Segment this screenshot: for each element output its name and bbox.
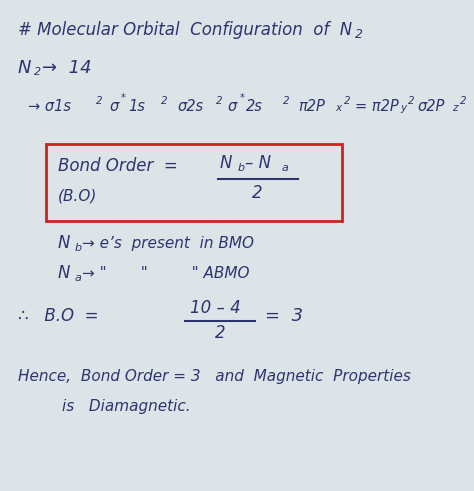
Text: 2: 2 [34, 67, 41, 77]
Text: 2: 2 [283, 96, 290, 106]
Text: a: a [282, 163, 289, 173]
Text: *: * [240, 93, 245, 103]
Text: # Molecular Orbital  Configuration  of  N: # Molecular Orbital Configuration of N [18, 21, 352, 39]
Text: = π2P: = π2P [355, 99, 399, 113]
Text: σ: σ [228, 99, 237, 113]
Text: σ2s: σ2s [178, 99, 204, 113]
Text: Bond Order  =: Bond Order = [58, 157, 178, 175]
Text: N: N [58, 234, 70, 252]
Text: – N: – N [245, 154, 271, 172]
Text: N: N [18, 59, 31, 77]
Text: y: y [400, 103, 406, 113]
Text: z: z [452, 103, 457, 113]
Text: N: N [58, 264, 70, 282]
Text: → "       "         " ABMO: → " " " ABMO [82, 266, 249, 280]
Text: x: x [335, 103, 341, 113]
Text: →  14: → 14 [42, 59, 91, 77]
Text: *: * [121, 93, 126, 103]
Text: 2: 2 [215, 324, 226, 342]
Text: → σ1s: → σ1s [28, 99, 71, 113]
Text: σ2P: σ2P [418, 99, 446, 113]
Text: 1s: 1s [128, 99, 145, 113]
Text: 2: 2 [252, 184, 263, 202]
Text: 2: 2 [161, 96, 168, 106]
Text: a: a [75, 273, 82, 283]
Text: 2: 2 [216, 96, 223, 106]
Text: ∴   B.O  =: ∴ B.O = [18, 307, 99, 325]
Text: 2: 2 [460, 96, 466, 106]
Text: → e’s  present  in BMO: → e’s present in BMO [82, 236, 254, 250]
Text: 2: 2 [408, 96, 415, 106]
Text: 2: 2 [96, 96, 103, 106]
Text: σ: σ [110, 99, 119, 113]
Text: N: N [220, 154, 232, 172]
Text: is   Diamagnetic.: is Diamagnetic. [62, 399, 191, 413]
Text: 2: 2 [355, 27, 363, 40]
Text: (B.O): (B.O) [58, 189, 97, 203]
Text: b: b [75, 243, 82, 253]
Text: 2: 2 [344, 96, 351, 106]
Text: 2s: 2s [246, 99, 263, 113]
Text: b: b [238, 163, 245, 173]
Text: Hence,  Bond Order = 3   and  Magnetic  Properties: Hence, Bond Order = 3 and Magnetic Prope… [18, 369, 411, 383]
Text: =  3: = 3 [265, 307, 303, 325]
Text: 10 – 4: 10 – 4 [190, 299, 241, 317]
Text: π2P: π2P [298, 99, 325, 113]
